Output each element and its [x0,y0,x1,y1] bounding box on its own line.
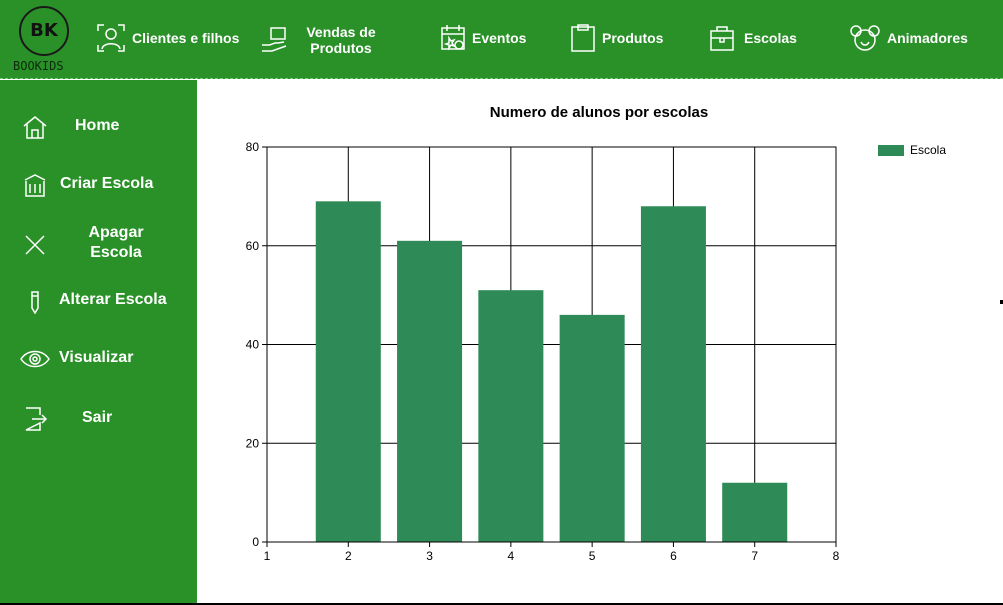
sidebar-item-apagar-escola[interactable]: Apagar Escola [0,220,197,268]
y-tick-label: 60 [246,239,260,253]
x-tick-label: 1 [264,549,271,563]
calendar-star-icon [441,25,465,51]
nav-clientes-e-filhos[interactable]: Clientes e filhos [96,18,239,58]
legend-label: Escola [910,143,947,157]
hand-box-icon [262,27,287,52]
sidebar: Home Criar Escola Apagar Escola Alterar … [0,80,197,605]
x-tick-label: 8 [833,549,840,563]
y-tick-label: 20 [246,436,260,450]
nav-label: Eventos [472,30,527,46]
sidebar-item-label: Criar Escola [60,175,154,192]
logo: BK [19,6,69,56]
person-scan-icon [97,24,125,52]
chart-title: Numero de alunos por escolas [489,104,709,121]
x-tick-label: 3 [426,549,433,563]
nav-label: Clientes e filhos [132,30,240,46]
window-edge-mark [1000,300,1003,304]
nav-vendas-de-produtos[interactable]: Vendas de Produtos [260,20,386,60]
building-icon [24,174,46,197]
x-icon [25,235,45,255]
chart-bar [397,240,463,542]
sidebar-item-label: Alterar Escola [59,291,167,308]
nav-label: Escolas [744,30,797,46]
sidebar-item-sair[interactable]: Sair [0,396,197,440]
nav-label: Vendas de Produtos [306,24,376,56]
logo-mark: BK [30,20,58,41]
chart-legend: Escola [878,143,946,157]
nav-label: Animadores [887,30,968,46]
logo-text: BOOKIDS [13,59,64,73]
sidebar-item-criar-escola[interactable]: Criar Escola [0,162,197,206]
sidebar-item-alterar-escola[interactable]: Alterar Escola [0,278,197,322]
x-tick-label: 4 [508,549,515,563]
chart-bar [478,290,544,542]
nav-label: Produtos [602,30,664,46]
house-icon [23,116,47,139]
y-tick-label: 80 [246,140,260,154]
sidebar-item-visualizar[interactable]: Visualizar [0,336,197,380]
sidebar-item-home[interactable]: Home [0,104,197,148]
x-tick-label: 5 [589,549,596,563]
exit-door-icon [25,407,48,431]
window-bottom-border [0,603,1003,605]
y-tick-label: 0 [252,535,259,549]
x-tick-label: 6 [670,549,677,563]
chart-bar [559,314,625,542]
nav-produtos[interactable]: Produtos [570,18,663,58]
chart-bar [722,482,788,542]
mouse-face-icon [850,25,880,51]
eye-icon [20,350,50,368]
school-bag-icon [710,26,734,51]
legend-swatch [878,144,904,156]
nav-animadores[interactable]: Animadores [849,18,968,58]
clipboard-icon [571,24,595,52]
x-tick-label: 7 [751,549,758,563]
chart-bar [315,201,381,542]
sidebar-item-label: Apagar Escola [88,224,144,261]
nav-escolas[interactable]: Escolas [708,18,797,58]
chart-panel: Numero de alunos por escolas 1 2 3 4 5 6 7 8 0 20… [197,80,1003,605]
pencil-icon [31,291,39,314]
nav-eventos[interactable]: Eventos [440,18,526,58]
sidebar-item-label: Visualizar [59,349,134,366]
x-tick-label: 2 [345,549,352,563]
top-navigation-bar: BK BOOKIDS Clientes e filhos Vendas de P… [0,0,1003,79]
y-tick-label: 40 [246,338,260,352]
sidebar-item-label: Sair [82,409,113,426]
sidebar-item-label: Home [75,117,120,134]
chart-bar [640,206,706,542]
